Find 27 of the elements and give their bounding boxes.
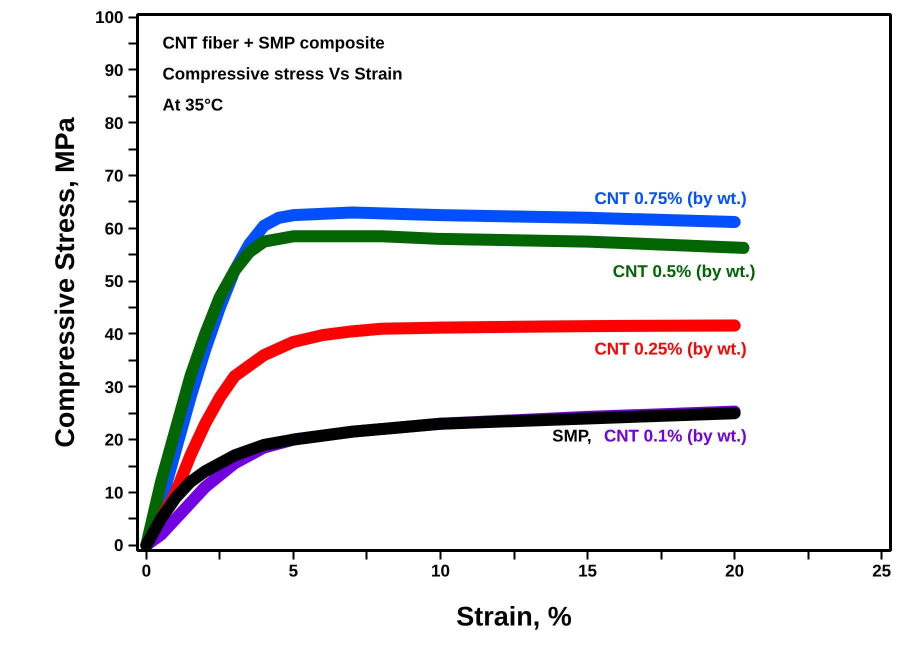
x-tick-label: 5 — [288, 562, 298, 580]
y-axis-title: Compressive Stress, MPa — [50, 116, 80, 448]
x-tick-label: 25 — [872, 562, 892, 580]
x-tick-label: 10 — [431, 562, 450, 580]
x-tick-label: 15 — [578, 562, 597, 580]
y-tick-label: 90 — [104, 60, 124, 80]
y-tick-label: 40 — [104, 324, 124, 344]
x-tick-label: 0 — [142, 562, 152, 580]
y-tick-label: 70 — [104, 166, 124, 186]
x-axis-title: Strain, % — [456, 602, 572, 632]
y-tick-label: 60 — [104, 219, 124, 238]
annotation: Compressive stress Vs Strain — [162, 64, 403, 84]
y-tick-label: 0 — [114, 536, 124, 556]
y-tick-label: 10 — [104, 483, 124, 502]
y-tick-label: 100 — [95, 8, 124, 28]
annotation: At 35°C — [162, 96, 224, 114]
y-tick-label: 80 — [104, 114, 124, 133]
series-label: SMP, — [552, 426, 592, 446]
y-tick-label: 30 — [104, 378, 124, 397]
y-tick-label: 50 — [104, 272, 124, 292]
x-tick-label: 20 — [725, 562, 744, 580]
y-tick-label: 20 — [104, 430, 124, 450]
series-label: CNT 0.1% (by wt.) — [604, 426, 747, 446]
series-label: CNT 0.5% (by wt.) — [612, 262, 756, 281]
series-label: CNT 0.75% (by wt.) — [594, 189, 747, 208]
series-label: CNT 0.25% (by wt.) — [594, 340, 747, 359]
annotation: CNT fiber + SMP composite — [162, 34, 385, 52]
